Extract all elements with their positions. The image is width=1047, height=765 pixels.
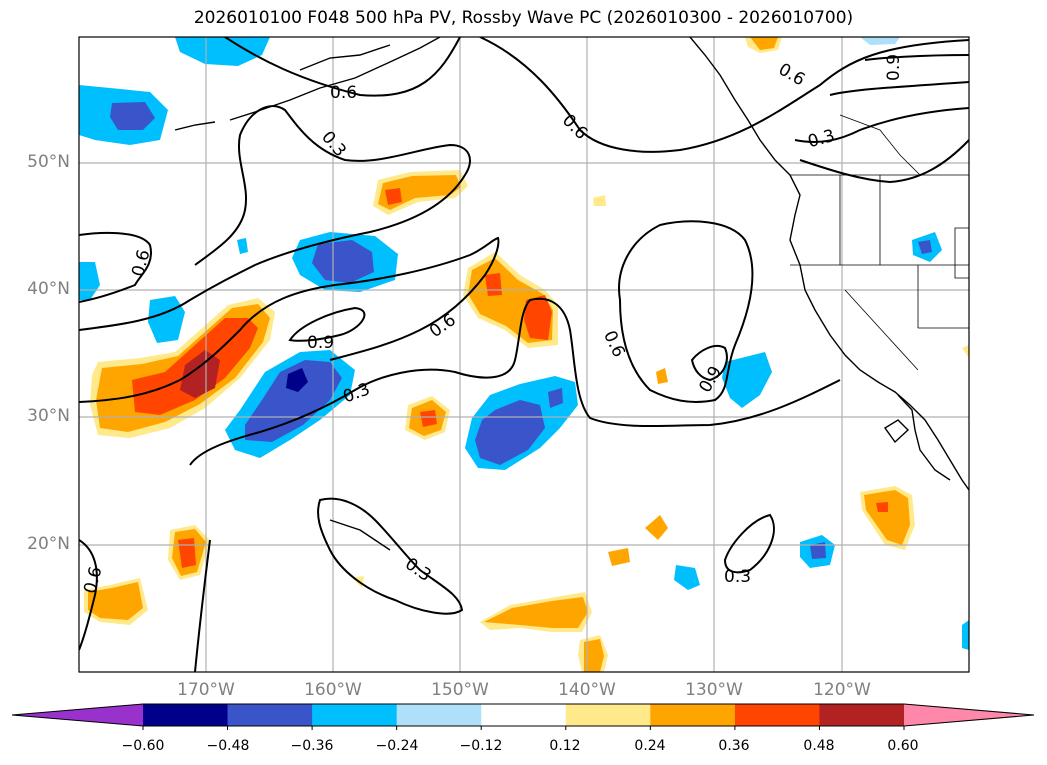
negative-anomaly <box>175 37 270 66</box>
colorbar-segment <box>819 704 905 726</box>
negative-anomaly <box>245 360 342 442</box>
negative-anomaly <box>810 542 826 559</box>
positive-anomaly <box>88 582 143 620</box>
contour-label: 0.6 <box>330 83 357 103</box>
contour-label: 0.6 <box>775 59 808 90</box>
positive-anomaly <box>485 273 502 296</box>
contour-labels: 0.6 0.3 0.6 0.6 0.9 0.6 0.3 0.6 0.9 0.3 … <box>80 54 904 596</box>
positive-anomaly <box>484 597 588 628</box>
lat-label-30n: 30°N <box>27 406 70 426</box>
negative-anomaly <box>286 368 308 392</box>
negative-anomaly <box>110 102 155 130</box>
positive-anomaly <box>962 345 969 358</box>
colorbar-segment <box>396 704 482 726</box>
coastlines <box>174 37 969 551</box>
positive-anomaly <box>524 295 552 340</box>
colorbar-tick: −0.24 <box>375 738 419 754</box>
colorbar-extend-low <box>12 704 143 726</box>
positive-anomaly <box>645 515 668 540</box>
contour-label: 0.3 <box>724 567 751 587</box>
state-borders <box>790 114 969 371</box>
colorbar-tick: −0.36 <box>290 738 334 754</box>
negative-anomaly <box>312 240 374 283</box>
lon-label-120w: 120°W <box>813 680 871 700</box>
contour-label: 0.3 <box>401 554 435 586</box>
contour-label: 0.6 <box>558 111 591 144</box>
contour-label: 0.9 <box>884 54 904 81</box>
lat-label-50n: 50°N <box>27 152 70 172</box>
colorbar-tick: −0.12 <box>459 738 503 754</box>
contour-label: 0.9 <box>307 333 334 353</box>
contour-label: 0.3 <box>806 126 837 152</box>
positive-anomaly <box>385 188 402 205</box>
lat-label-40n: 40°N <box>27 279 70 299</box>
positive-anomaly <box>656 368 668 384</box>
positive-anomaly <box>876 502 888 512</box>
colorbar-tick: −0.60 <box>121 738 165 754</box>
colorbar-segment <box>565 704 651 726</box>
map-frame <box>78 36 970 673</box>
colorbar-tick: 0.12 <box>549 738 581 754</box>
positive-anomaly <box>584 639 604 672</box>
contour-label: 0.3 <box>317 127 350 161</box>
negative-anomaly <box>475 400 545 465</box>
colorbar-extend-high <box>904 704 1034 726</box>
negative-anomaly <box>548 388 563 408</box>
map-title: 2026010100 F048 500 hPa PV, Rossby Wave … <box>193 8 854 28</box>
positive-anomaly <box>420 410 437 427</box>
negative-anomaly <box>237 238 248 254</box>
contour-label: 0.6 <box>599 328 629 361</box>
colorbar-tick: −0.48 <box>206 738 250 754</box>
negative-anomaly <box>148 296 185 343</box>
lon-label-130w: 130°W <box>685 680 743 700</box>
negative-anomaly <box>674 565 700 590</box>
contour-label: 0.6 <box>426 310 460 342</box>
positive-anomaly <box>750 37 778 50</box>
colorbar-tick: 0.24 <box>634 738 666 754</box>
colorbar-tick: 0.60 <box>887 738 919 754</box>
lon-label-140w: 140°W <box>558 680 616 700</box>
lat-label-20n: 20°N <box>27 534 70 554</box>
positive-anomaly <box>864 490 910 545</box>
filled-anomalies <box>79 37 969 672</box>
lon-label-150w: 150°W <box>431 680 489 700</box>
pv-contours <box>79 37 969 672</box>
colorbar-segment <box>650 704 736 726</box>
colorbar-segment <box>143 704 229 726</box>
colorbar-segment <box>227 704 313 726</box>
contour-label: 0.6 <box>128 248 154 279</box>
negative-anomaly <box>962 620 969 650</box>
colorbar-tick: 0.36 <box>718 738 750 754</box>
colorbar-segment <box>312 704 398 726</box>
lon-label-170w: 170°W <box>177 680 235 700</box>
lon-label-160w: 160°W <box>304 680 362 700</box>
negative-anomaly <box>722 352 772 408</box>
negative-anomaly <box>79 262 100 300</box>
colorbar <box>11 703 1035 730</box>
positive-anomaly <box>180 350 220 398</box>
positive-anomaly <box>593 195 606 206</box>
colorbar-segment <box>481 704 567 726</box>
colorbar-segment <box>734 704 820 726</box>
positive-anomaly <box>608 548 630 566</box>
negative-anomaly <box>860 37 900 45</box>
colorbar-tick: 0.48 <box>803 738 835 754</box>
negative-anomaly <box>918 240 932 254</box>
